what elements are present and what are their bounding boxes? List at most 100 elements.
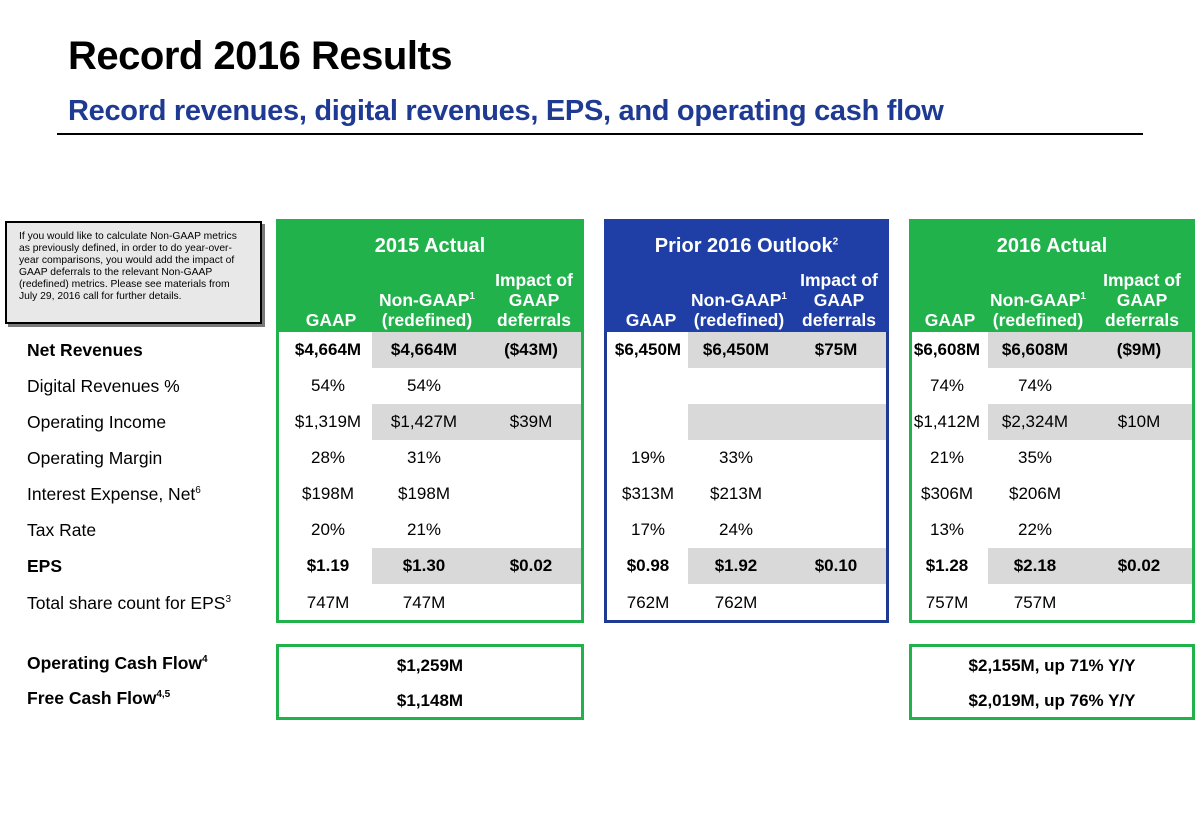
cell-nongaap: 22% (1017, 520, 1053, 539)
cell-gaap: $198M (302, 484, 354, 503)
table-row: 28% 31% (0, 440, 1200, 476)
cell-nongaap: 31% (406, 448, 442, 467)
free-cash-flow-label: Free Cash Flow4,5 (27, 688, 171, 708)
row-label: Operating Income (27, 412, 167, 432)
panel-prior-2016-outlook-header: Prior 2016 Outlook2 GAAP Non-GAAP1 (redefin… (604, 219, 889, 332)
cell-impact: $0.02 (509, 556, 553, 575)
panel-2016-actual: 2016 Actual GAAP Non-GAAP1 (redefined) Impac… (909, 219, 1195, 623)
cell-nongaap: $2.18 (1013, 556, 1057, 575)
row-highlight (688, 332, 886, 368)
column-header-non-gaap: Non-GAAP1 (redefined) (691, 290, 787, 330)
panel-prior-2016-outlook: Prior 2016 Outlook2 GAAP Non-GAAP1 (redefin… (604, 219, 889, 623)
operating-cash-flow-2016: $2,155M, up 71% Y/Y (968, 656, 1136, 675)
row-highlight (988, 548, 1192, 584)
cell-nongaap: $198M (398, 484, 450, 503)
cell-nongaap: 24% (718, 520, 754, 539)
row-label: Operating Margin (27, 448, 163, 468)
cell-gaap: $1,412M (913, 412, 981, 431)
non-gaap-note-box: If you would like to calculate Non-GAAP … (5, 221, 262, 324)
cell-gaap: $1.28 (925, 556, 969, 575)
cell-nongaap: 33% (718, 448, 754, 467)
cell-gaap: $6,608M (913, 340, 981, 359)
cell-nongaap: $1.92 (714, 556, 758, 575)
operating-cash-flow-label: Operating Cash Flow4 (27, 653, 208, 673)
table-row: $1.19 $1.30 $0.02 (0, 548, 1200, 584)
cell-nongaap: 74% (1017, 376, 1053, 395)
page-title: Record 2016 Results (68, 34, 453, 78)
page-subtitle: Record revenues, digital revenues, EPS, … (68, 95, 944, 127)
cell-gaap: 757M (925, 593, 969, 612)
table-row: 757M 757M (0, 585, 1200, 621)
cell-nongaap: 747M (402, 593, 446, 612)
table-row: $6,608M $6,608M ($9M) (0, 332, 1200, 368)
table-row: 13% 22% (0, 512, 1200, 548)
row-label: Digital Revenues % (27, 376, 180, 396)
cell-nongaap: $1,427M (390, 412, 458, 431)
row-highlight (372, 548, 581, 584)
cell-impact: $39M (509, 412, 553, 431)
column-header-impact-of-gaap-deferrals: Impact of GAAP deferrals (495, 270, 573, 330)
table-row: 74% 74% (0, 368, 1200, 404)
row-label: Total share count for EPS3 (27, 593, 232, 613)
cell-nongaap: $4,664M (390, 340, 458, 359)
row-highlight (372, 332, 581, 368)
free-cash-flow-2016: $2,019M, up 76% Y/Y (968, 691, 1136, 710)
panel-2015-actual-title: 2015 Actual (374, 235, 486, 257)
panel-2015-actual: 2015 Actual GAAP Non-GAAP1 (redefined) Impac… (276, 219, 584, 623)
table-row: $313M $213M (0, 476, 1200, 512)
cell-gaap: 17% (630, 520, 666, 539)
cell-impact: $0.02 (1117, 556, 1161, 575)
row-label: EPS (27, 556, 63, 576)
cell-nongaap: 35% (1017, 448, 1053, 467)
table-row: 19% 33% (0, 440, 1200, 476)
free-cash-flow-2015: $1,148M (396, 691, 464, 710)
cell-nongaap: $6,608M (1001, 340, 1069, 359)
cell-gaap: 747M (306, 593, 350, 612)
column-header-gaap: GAAP (924, 310, 976, 330)
column-header-non-gaap: Non-GAAP1 (redefined) (379, 290, 475, 330)
cell-gaap: $1,319M (294, 412, 362, 431)
cell-gaap: 74% (929, 376, 965, 395)
cell-nongaap: 757M (1013, 593, 1057, 612)
cell-gaap: $313M (622, 484, 674, 503)
cell-nongaap: $206M (1009, 484, 1061, 503)
table-row: 20% 21% (0, 512, 1200, 548)
row-highlight (688, 404, 886, 440)
cell-nongaap: $2,324M (1001, 412, 1069, 431)
table-row: $1,319M $1,427M $39M (0, 404, 1200, 440)
cell-gaap: $1.19 (306, 556, 350, 575)
cell-impact: $10M (1117, 412, 1161, 431)
cell-gaap: $0.98 (626, 556, 670, 575)
column-header-gaap: GAAP (305, 310, 357, 330)
cell-nongaap: $213M (710, 484, 762, 503)
cell-nongaap: $6,450M (702, 340, 770, 359)
cell-nongaap: 54% (406, 376, 442, 395)
panel-prior-2016-outlook-title: Prior 2016 Outlook2 (654, 235, 839, 257)
cell-nongaap: 762M (714, 593, 758, 612)
table-row: 762M 762M (0, 585, 1200, 621)
column-header-non-gaap: Non-GAAP1 (redefined) (990, 290, 1086, 330)
cell-impact: $0.10 (814, 556, 858, 575)
cell-gaap: 20% (310, 520, 346, 539)
cell-gaap: $306M (921, 484, 973, 503)
table-row: $0.98 $1.92 $0.10 (0, 548, 1200, 584)
row-label: Tax Rate (27, 520, 97, 540)
row-highlight (688, 548, 886, 584)
table-row: 17% 24% (0, 512, 1200, 548)
cashflow-2015-box: $1,259M $1,148M (276, 644, 584, 720)
operating-cash-flow-2015: $1,259M (396, 656, 464, 675)
table-row: $198M $198M (0, 476, 1200, 512)
row-label: Interest Expense, Net6 (27, 484, 201, 504)
column-header-impact-of-gaap-deferrals: Impact of GAAP deferrals (1103, 270, 1181, 330)
panel-2016-actual-header: 2016 Actual GAAP Non-GAAP1 (redefined) Impac… (909, 219, 1195, 332)
cell-gaap: $4,664M (294, 340, 362, 359)
cashflow-2016-box: $2,155M, up 71% Y/Y $2,019M, up 76% Y/Y (909, 644, 1195, 720)
cell-gaap: 13% (929, 520, 965, 539)
cell-impact: $75M (814, 340, 858, 359)
table-row: $1.28 $2.18 $0.02 (0, 548, 1200, 584)
column-header-impact-of-gaap-deferrals: Impact of GAAP deferrals (800, 270, 878, 330)
cell-gaap: 28% (310, 448, 346, 467)
table-row (0, 404, 1200, 440)
cell-nongaap: 21% (406, 520, 442, 539)
table-row: 747M 747M (0, 585, 1200, 621)
